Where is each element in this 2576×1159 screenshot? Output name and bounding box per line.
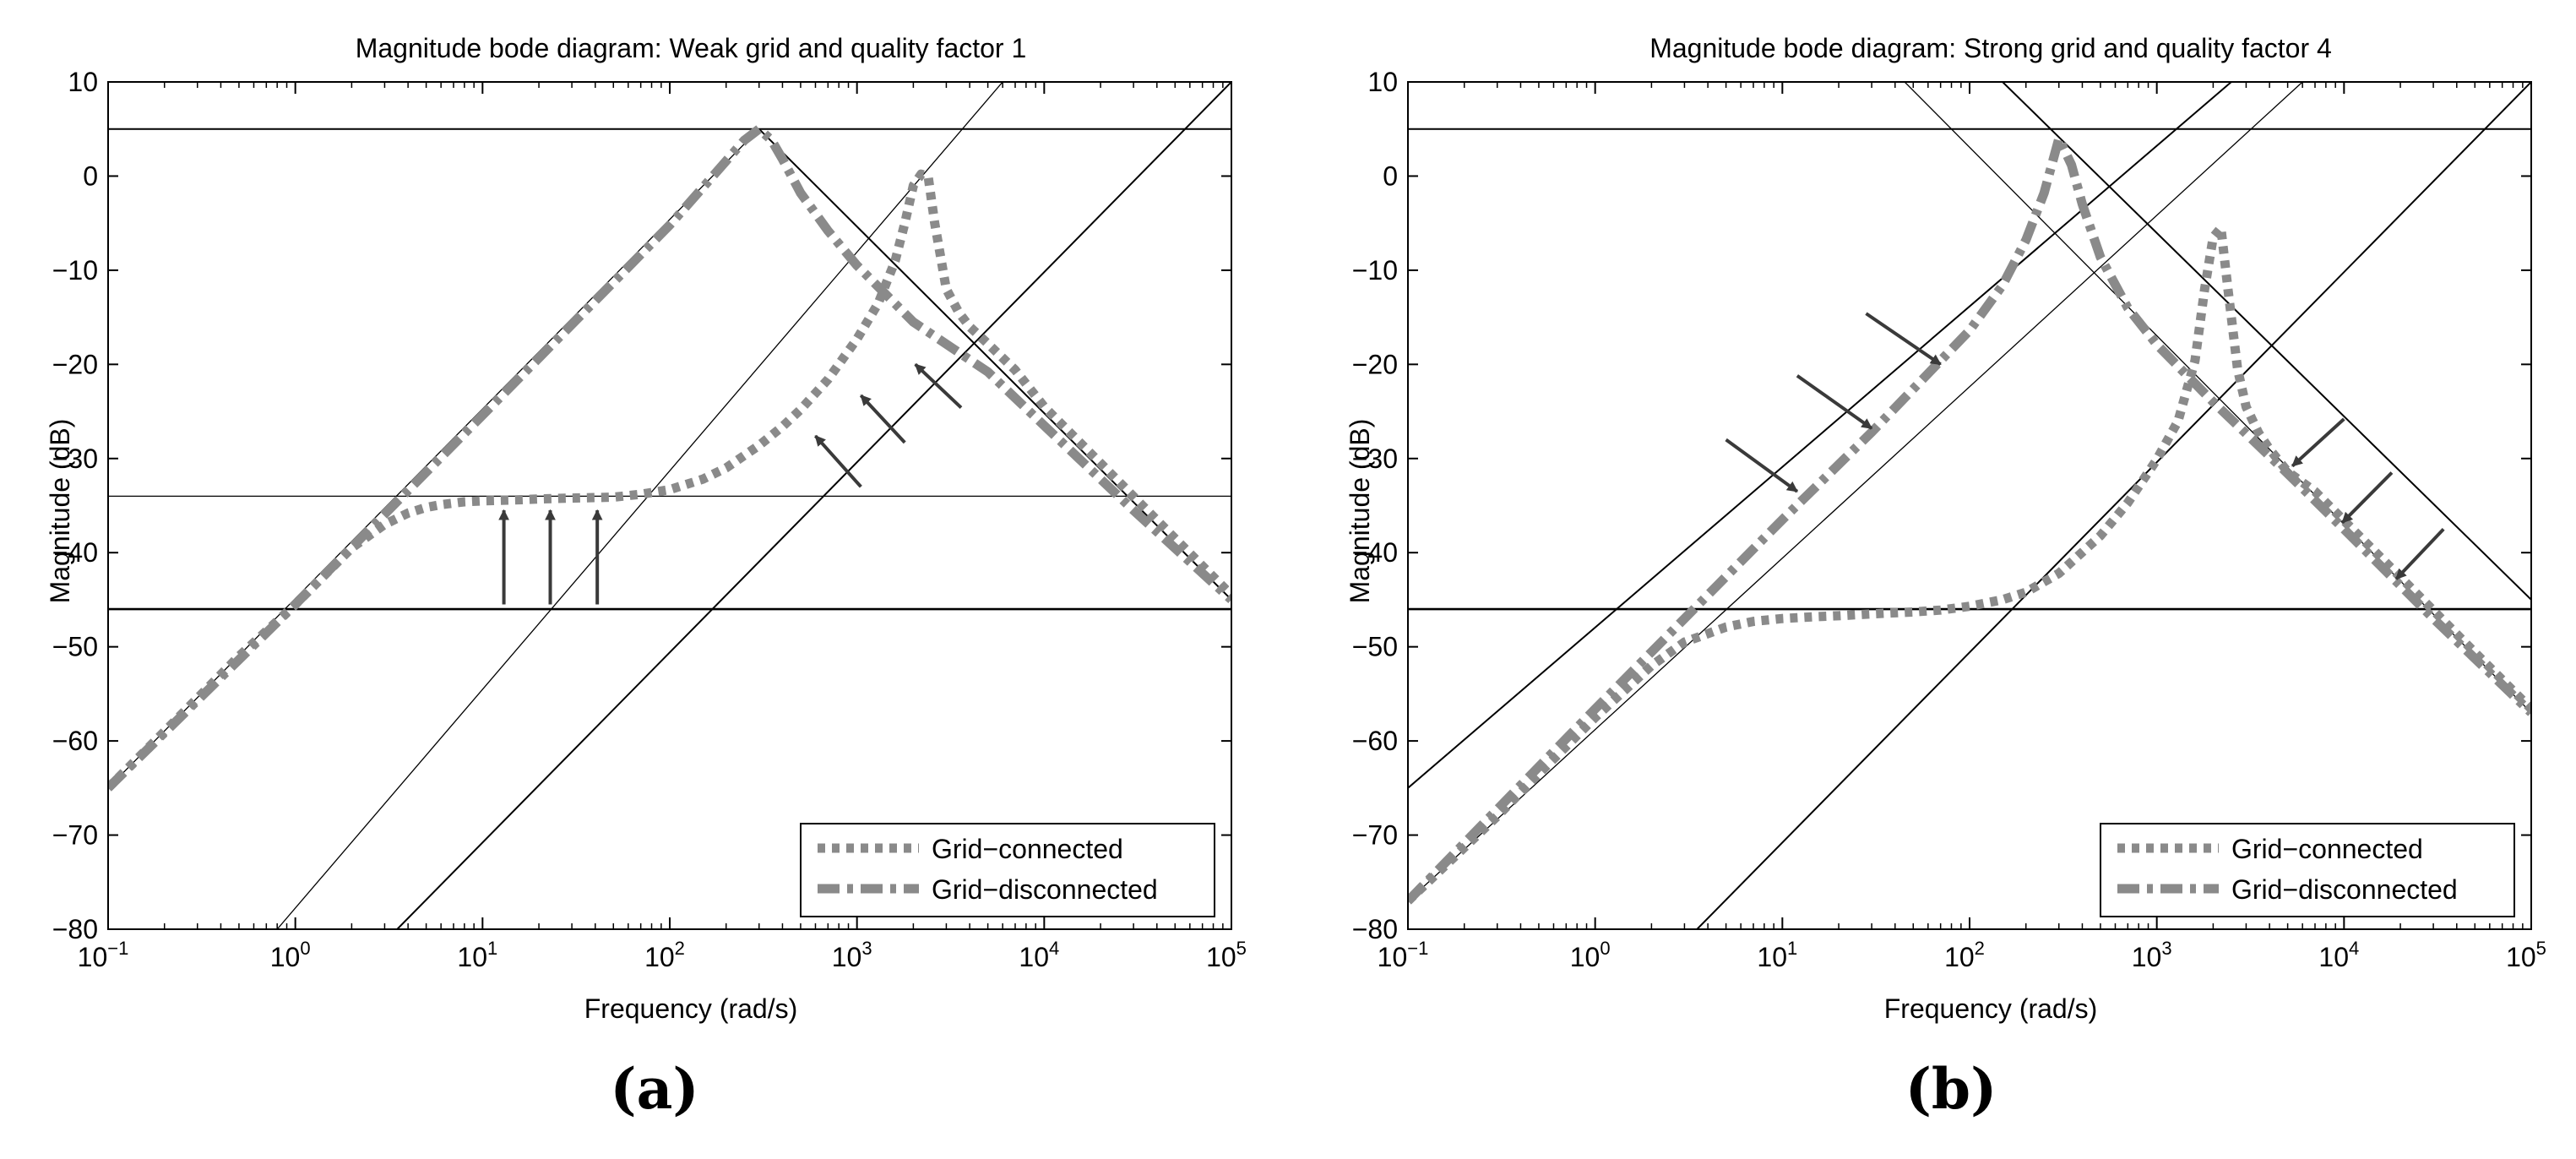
x-tick-label: 100 — [1570, 938, 1611, 972]
x-tick-label: 105 — [1206, 938, 1247, 972]
asymptote-line — [2002, 82, 2531, 601]
annotation-arrow — [1865, 312, 1942, 366]
y-tick-label: −70 — [52, 820, 98, 851]
x-tick-label: 101 — [1757, 938, 1797, 972]
y-tick-label: −80 — [52, 914, 98, 944]
y-tick-label: −80 — [1352, 914, 1398, 944]
x-tick-label: 105 — [2506, 938, 2546, 972]
asymptote-line — [1696, 82, 2531, 929]
legend: Grid−connected Grid−disconnected — [800, 823, 1215, 917]
y-tick-label: −10 — [52, 255, 98, 286]
series-line-grid-disconnected — [108, 124, 1231, 792]
legend-label-grid-disconnected: Grid−disconnected — [2231, 874, 2458, 905]
asymptote-line — [396, 82, 1231, 929]
series-line-grid-disconnected — [1408, 133, 2531, 905]
x-tick-label: 104 — [1019, 938, 1059, 972]
annotation-arrow — [859, 394, 906, 444]
annotation-arrow — [2394, 527, 2445, 580]
chart-title: Magnitude bode diagram: Weak grid and qu… — [356, 33, 1027, 63]
asymptote-line — [1408, 82, 2303, 902]
y-tick-label: −40 — [52, 537, 98, 568]
y-tick-label: −20 — [52, 349, 98, 379]
y-tick-label: −30 — [1352, 443, 1398, 474]
legend-label-grid-connected: Grid−connected — [932, 834, 1123, 864]
series-line-grid-connected — [108, 169, 1231, 792]
x-tick-label: 102 — [644, 938, 685, 972]
y-tick-label: −60 — [52, 726, 98, 756]
y-tick-label: −40 — [1352, 537, 1398, 568]
y-tick-label: −60 — [1352, 726, 1398, 756]
y-tick-label: −70 — [1352, 820, 1398, 851]
x-tick-label: 100 — [270, 938, 311, 972]
y-tick-label: −30 — [52, 443, 98, 474]
annotation-arrow — [2291, 417, 2345, 468]
asymptote-line — [1408, 82, 2232, 789]
asymptote-line — [276, 82, 1003, 929]
x-tick-label: 101 — [457, 938, 497, 972]
annotation-arrow — [1725, 438, 1799, 493]
x-axis-label: Frequency (rad/s) — [584, 993, 798, 1024]
x-tick-label: 103 — [2132, 938, 2172, 972]
annotation-arrow — [1796, 374, 1873, 430]
x-tick-label: 10−1 — [1378, 938, 1429, 972]
annotation-arrow — [814, 434, 862, 488]
legend-box — [2100, 823, 2515, 917]
legend: Grid−connected Grid−disconnected — [2100, 823, 2515, 917]
legend-box — [800, 823, 1215, 917]
chart-title: Magnitude bode diagram: Strong grid and … — [1649, 33, 2332, 63]
legend-label-grid-connected: Grid−connected — [2231, 834, 2423, 864]
x-axis-label: Frequency (rad/s) — [1884, 993, 2098, 1024]
y-tick-label: 10 — [1367, 67, 1398, 97]
y-axis-label: Magnitude (dB) — [1345, 419, 1375, 604]
annotation-arrow — [2340, 471, 2394, 524]
x-tick-label: 10−1 — [78, 938, 129, 972]
panel-b: Magnitude bode diagram: Strong grid and … — [1345, 33, 2546, 1122]
panel-label: (b) — [1905, 1056, 1997, 1122]
asymptote-line — [758, 128, 1231, 601]
y-tick-label: −50 — [1352, 632, 1398, 662]
y-tick-label: −50 — [52, 632, 98, 662]
annotation-arrow — [914, 362, 963, 410]
series-line-grid-connected — [1408, 223, 2531, 905]
legend-label-grid-disconnected: Grid−disconnected — [932, 874, 1158, 905]
y-tick-label: −20 — [1352, 349, 1398, 379]
y-tick-label: 0 — [1383, 161, 1398, 191]
x-tick-label: 103 — [832, 938, 872, 972]
y-tick-label: 0 — [83, 161, 98, 191]
y-tick-label: −10 — [1352, 255, 1398, 286]
panel-label: (a) — [610, 1056, 698, 1122]
y-axis-label: Magnitude (dB) — [45, 419, 75, 604]
plot-area — [1408, 82, 2531, 929]
plot-area — [108, 82, 1231, 929]
x-tick-label: 102 — [1944, 938, 1985, 972]
panel-a: Magnitude bode diagram: Weak grid and qu… — [45, 33, 1247, 1122]
x-tick-label: 104 — [2318, 938, 2359, 972]
y-tick-label: 10 — [68, 67, 98, 97]
